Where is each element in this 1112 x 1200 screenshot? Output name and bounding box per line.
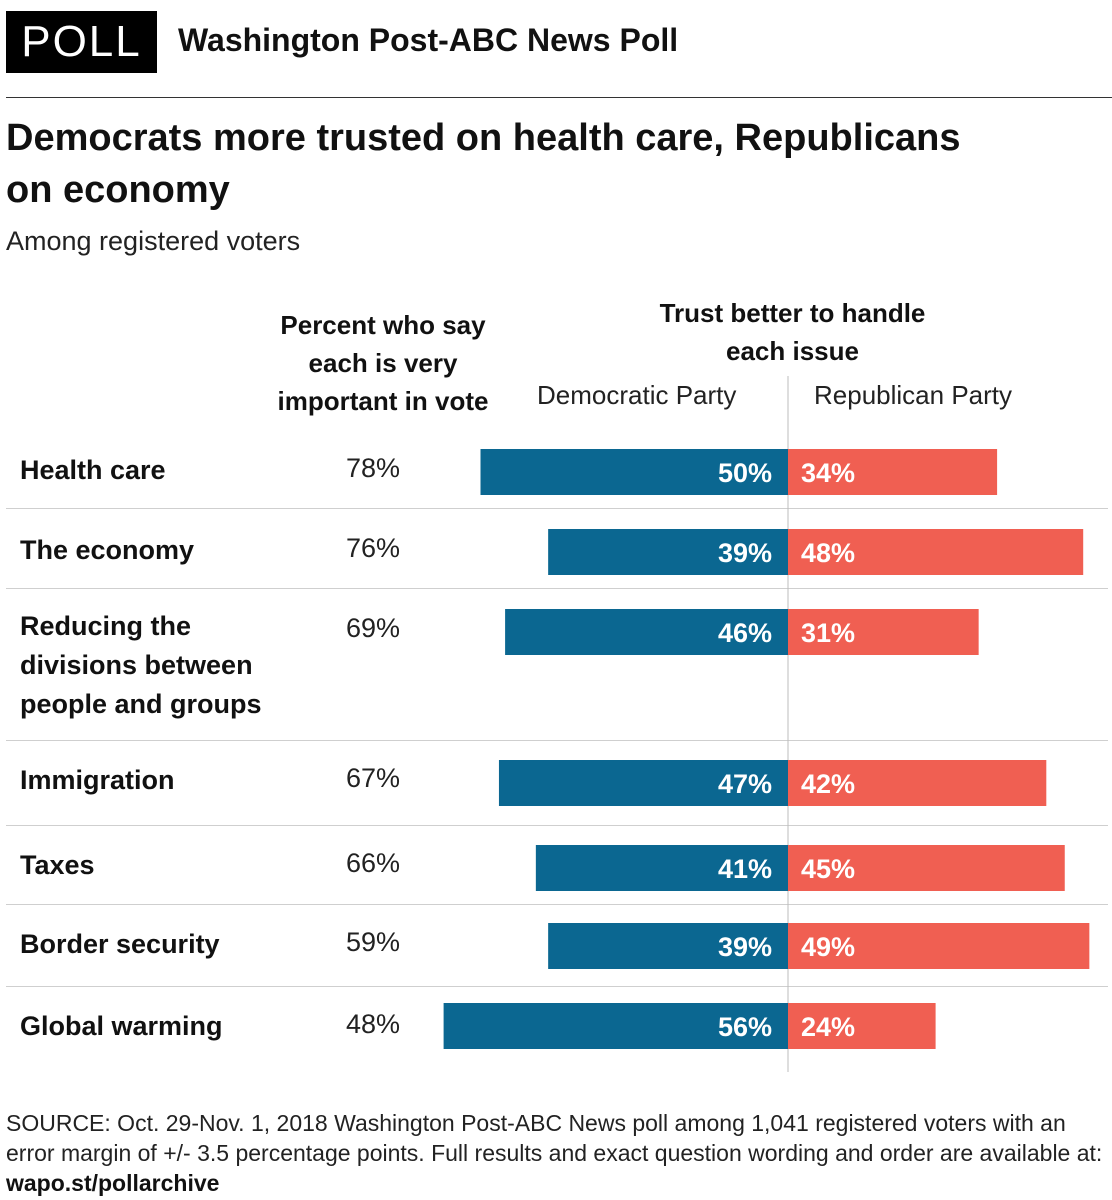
bar-label-democratic-4: 41% <box>718 854 772 884</box>
bar-label-republican-6: 24% <box>801 1012 855 1042</box>
bar-label-democratic-3: 47% <box>718 769 772 799</box>
bar-label-republican-0: 34% <box>801 458 855 488</box>
bar-democratic-3 <box>498 760 788 806</box>
row-important-health-care: 78% <box>346 453 401 483</box>
bar-republican-0 <box>788 449 998 495</box>
row-label-health-care: Health care <box>20 455 166 485</box>
column-heading-trust: Trust better to handle each issue <box>659 298 926 366</box>
row-label-taxes: Taxes <box>20 850 95 880</box>
row-divider <box>6 508 1108 509</box>
row-divider <box>6 904 1108 905</box>
row-label-economy: The economy <box>20 535 195 565</box>
bar-democratic-4 <box>535 845 788 891</box>
bar-republican-5 <box>788 923 1090 969</box>
poll-badge: POLL <box>6 11 157 73</box>
source-link[interactable]: wapo.st/pollarchive <box>6 1170 220 1196</box>
bar-label-republican-1: 48% <box>801 538 855 568</box>
bar-label-democratic-6: 56% <box>718 1012 772 1042</box>
row-important-reducing-divisions: 69% <box>346 613 401 643</box>
row-label-immigration: Immigration <box>20 765 175 795</box>
header-title: Washington Post-ABC News Poll <box>178 22 679 58</box>
bar-label-democratic-0: 50% <box>718 458 772 488</box>
row-important-immigration: 67% <box>346 763 401 793</box>
row-divider <box>6 986 1108 987</box>
row-label-global-warming: Global warming <box>20 1011 223 1041</box>
bar-democratic-1 <box>548 529 788 575</box>
header-divider <box>6 97 1112 98</box>
source-note: SOURCE: Oct. 29-Nov. 1, 2018 Washington … <box>6 1108 1106 1198</box>
bar-democratic-0 <box>480 449 788 495</box>
row-label-reducing-divisions: Reducing the divisions between people an… <box>20 611 262 719</box>
row-important-global-warming: 48% <box>346 1009 401 1039</box>
bar-republican-4 <box>788 845 1065 891</box>
bar-republican-6 <box>788 1003 936 1049</box>
legend-republican-party: Republican Party <box>814 380 1012 410</box>
bar-label-republican-5: 49% <box>801 932 855 962</box>
bar-democratic-2 <box>505 609 788 655</box>
source-text: SOURCE: Oct. 29-Nov. 1, 2018 Washington … <box>6 1110 1103 1166</box>
row-label-border-security: Border security <box>20 929 220 959</box>
bar-label-republican-2: 31% <box>801 618 855 648</box>
row-important-taxes: 66% <box>346 848 401 878</box>
bar-label-republican-4: 45% <box>801 854 855 884</box>
column-heading-very-important: Percent who say each is very important i… <box>277 310 489 416</box>
bar-republican-2 <box>788 609 979 655</box>
bar-republican-3 <box>788 760 1047 806</box>
bar-label-republican-3: 42% <box>801 769 855 799</box>
row-divider <box>6 740 1108 741</box>
bar-label-democratic-5: 39% <box>718 932 772 962</box>
bar-democratic-6 <box>443 1003 788 1049</box>
bar-label-democratic-2: 46% <box>718 618 772 648</box>
legend-democratic-party: Democratic Party <box>537 380 737 410</box>
chart-subtitle: Among registered voters <box>6 226 301 256</box>
row-divider <box>6 588 1108 589</box>
row-important-border-security: 59% <box>346 927 401 957</box>
row-divider <box>6 825 1108 826</box>
row-important-economy: 76% <box>346 533 401 563</box>
chart-title: Democrats more trusted on health care, R… <box>6 117 961 211</box>
bar-democratic-5 <box>548 923 788 969</box>
bar-label-democratic-1: 39% <box>718 538 772 568</box>
bar-republican-1 <box>788 529 1084 575</box>
